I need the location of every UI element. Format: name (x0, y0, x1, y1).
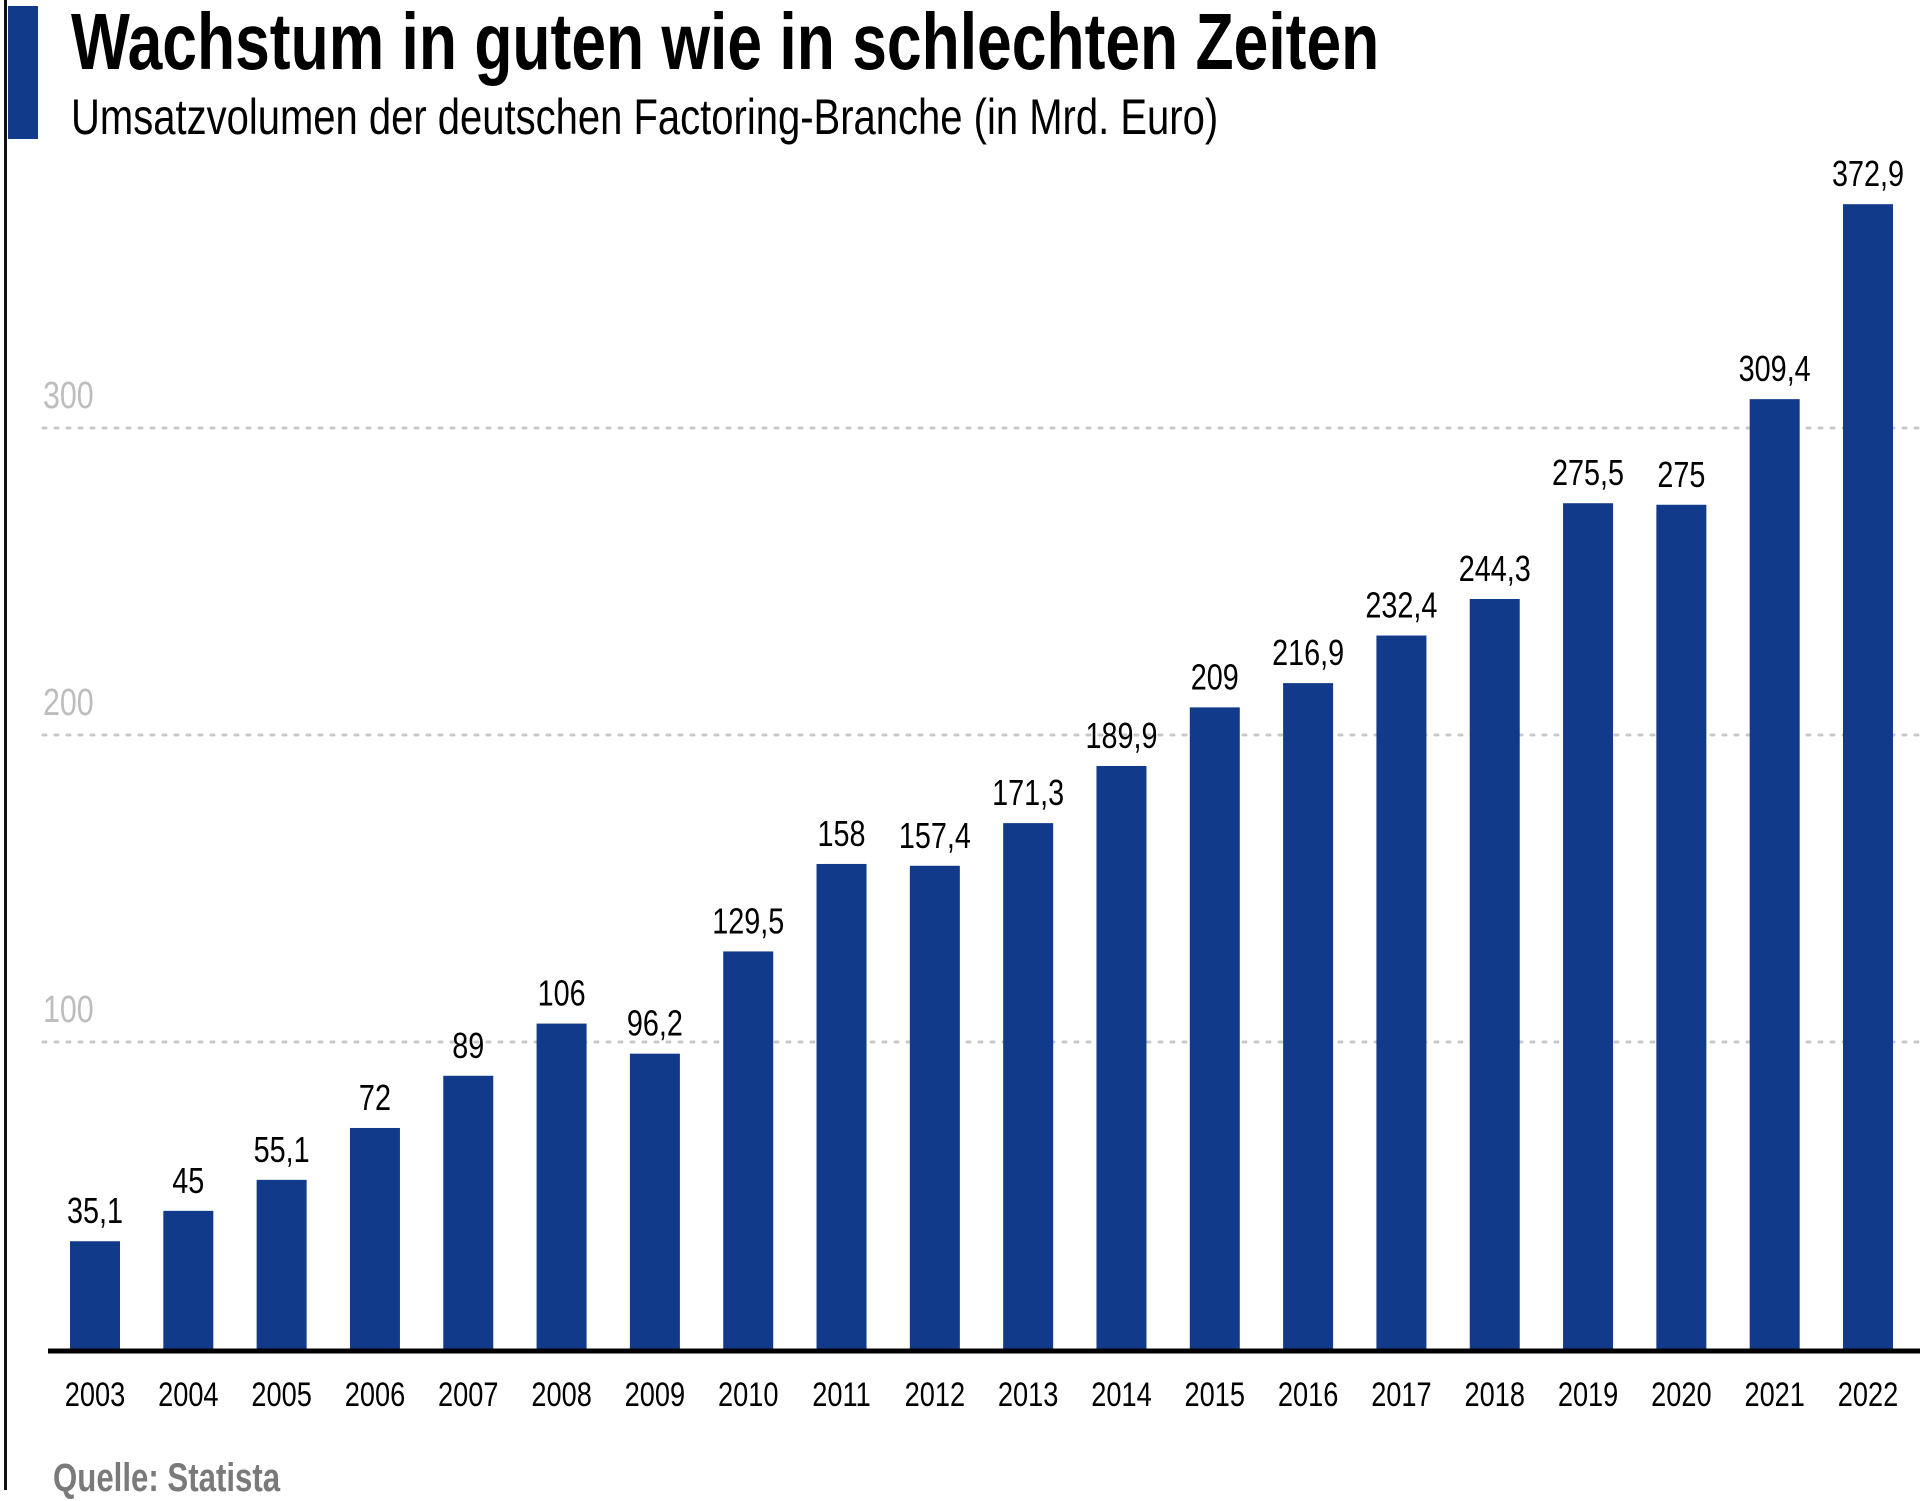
value-label: 189,9 (1085, 715, 1157, 756)
bar (443, 1075, 494, 1349)
x-tick-label: 2013 (998, 1375, 1058, 1414)
source-note: Quelle: Statista (53, 1456, 281, 1500)
bar (349, 1127, 400, 1349)
title-accent-bar (8, 6, 38, 139)
value-label: 89 (452, 1025, 484, 1066)
x-tick-label: 2022 (1838, 1375, 1898, 1414)
x-tick-label: 2004 (158, 1375, 218, 1414)
bar (723, 951, 774, 1349)
x-tick-label: 2008 (531, 1375, 591, 1414)
bar (1563, 503, 1614, 1350)
value-label: 275,5 (1552, 452, 1624, 493)
bar (1003, 823, 1054, 1349)
value-label: 216,9 (1272, 632, 1344, 673)
bar (1656, 504, 1707, 1349)
bar (70, 1241, 120, 1349)
y-tick-label: 300 (43, 375, 94, 417)
value-label: 372,9 (1832, 153, 1904, 194)
x-tick-label: 2011 (812, 1375, 870, 1414)
value-label: 157,4 (899, 815, 971, 856)
bar (1843, 204, 1893, 1349)
value-label: 45 (172, 1160, 204, 1201)
x-tick-label: 2017 (1371, 1375, 1431, 1414)
value-label: 35,1 (67, 1190, 123, 1231)
x-tick-label: 2015 (1185, 1375, 1245, 1414)
x-tick-label: 2016 (1278, 1375, 1338, 1414)
x-tick-label: 2019 (1558, 1375, 1618, 1414)
left-rule (4, 0, 7, 1490)
bar (909, 865, 960, 1349)
bar (629, 1053, 680, 1349)
x-tick-label: 2012 (905, 1375, 965, 1414)
y-tick-label: 200 (43, 682, 94, 724)
value-label: 158 (818, 813, 866, 854)
bar (1096, 766, 1147, 1349)
x-tick-label: 2003 (65, 1375, 125, 1414)
y-tick-label: 100 (43, 989, 94, 1031)
bar (1189, 707, 1240, 1349)
x-tick-label: 2014 (1091, 1375, 1151, 1414)
x-tick-label: 2005 (251, 1375, 311, 1414)
x-tick-label: 2020 (1651, 1375, 1711, 1414)
bar (536, 1023, 587, 1349)
bar (1376, 635, 1427, 1349)
value-label: 232,4 (1365, 584, 1437, 625)
value-label: 171,3 (992, 772, 1064, 813)
bar (1469, 598, 1520, 1349)
x-tick-label: 2007 (438, 1375, 498, 1414)
x-tick-label: 2010 (718, 1375, 778, 1414)
bar (163, 1210, 214, 1349)
value-label: 55,1 (254, 1129, 310, 1170)
x-tick-label: 2018 (1464, 1375, 1524, 1414)
bar (1749, 399, 1800, 1350)
value-label: 129,5 (712, 900, 784, 941)
bar (1283, 683, 1334, 1349)
chart-subtitle: Umsatzvolumen der deutschen Factoring-Br… (71, 89, 1219, 145)
chart-title: Wachstum in guten wie in schlechten Zeit… (71, 0, 1380, 86)
value-label: 96,2 (627, 1003, 683, 1044)
x-tick-label: 2006 (345, 1375, 405, 1414)
value-label: 275 (1657, 454, 1705, 495)
value-label: 106 (538, 972, 586, 1013)
bar (816, 863, 867, 1349)
value-label: 209 (1191, 656, 1239, 697)
x-tick-label: 2021 (1744, 1375, 1804, 1414)
value-label: 72 (359, 1077, 391, 1118)
value-label: 244,3 (1459, 548, 1531, 589)
x-tick-label: 2009 (625, 1375, 685, 1414)
bar (256, 1179, 307, 1349)
value-label: 309,4 (1739, 348, 1811, 389)
